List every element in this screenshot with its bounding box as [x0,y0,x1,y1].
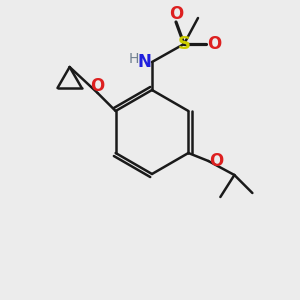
Text: O: O [209,152,224,170]
Text: O: O [169,5,183,23]
Text: S: S [178,35,190,53]
Text: N: N [137,53,151,71]
Text: O: O [91,77,105,95]
Text: O: O [207,35,221,53]
Text: H: H [129,52,139,66]
